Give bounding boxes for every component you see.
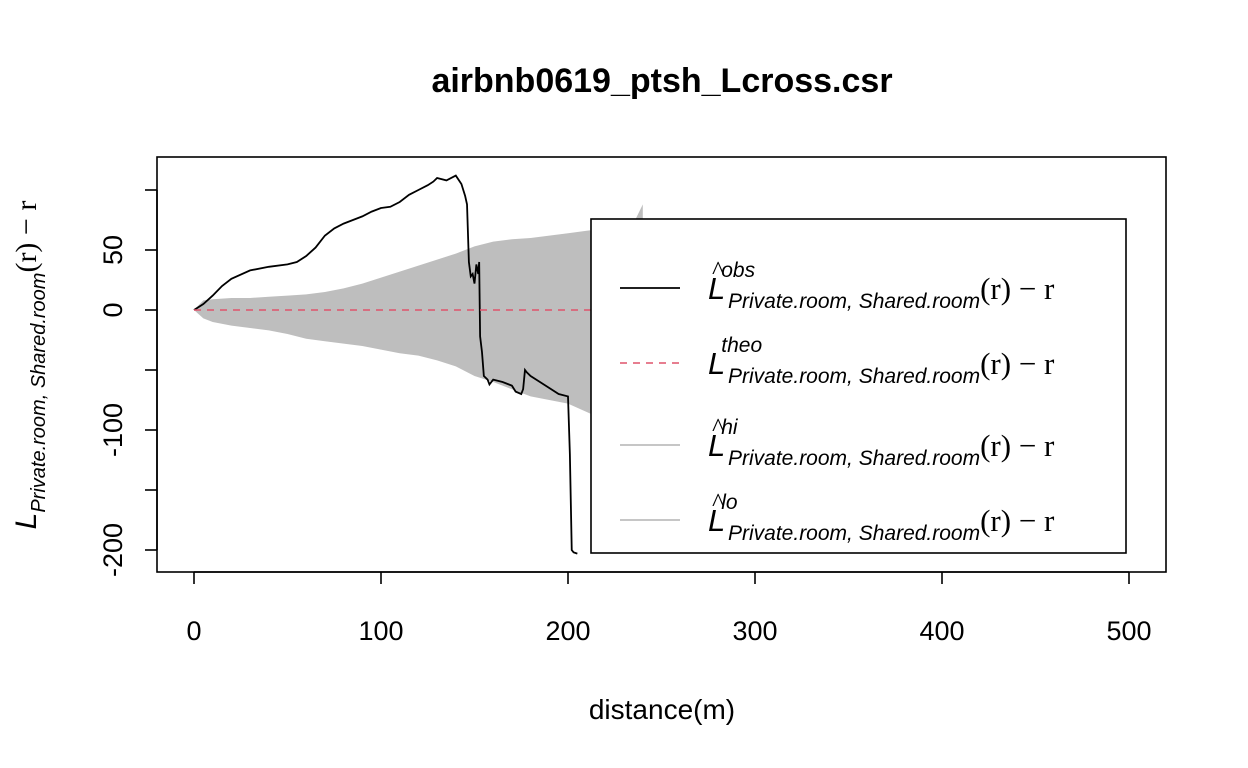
x-tick-label: 400 (919, 616, 964, 646)
y-tick-label: 50 (98, 235, 128, 265)
y-axis-label-subscript: Private.room, Shared.room (28, 273, 50, 513)
legend-item-lo: Llo Private.room, Shared.room(r) − r^ (620, 488, 1055, 545)
x-tick-label: 300 (732, 616, 777, 646)
y-tick-label: -100 (98, 403, 128, 457)
y-axis-label-symbol: L (10, 513, 43, 530)
legend-hat-obs: ^ (712, 256, 724, 285)
svg-text:LPrivate.room, Shared.room(r): LPrivate.room, Shared.room(r) − r (10, 201, 50, 530)
x-tick-label: 100 (358, 616, 403, 646)
legend-item-obs: Lobs Private.room, Shared.room(r) − r^ (620, 256, 1055, 313)
x-axis-label: distance(m) (589, 694, 735, 725)
x-axis: 0 100 200 300 400 500 (186, 571, 1152, 646)
legend-label-hi: Lhi Private.room, Shared.room(r) − r (708, 416, 1055, 470)
legend: Lobs Private.room, Shared.room(r) − r^Lth… (590, 218, 1127, 554)
legend-hat-lo: ^ (712, 488, 724, 517)
y-axis-label: LPrivate.room, Shared.room(r) − r (10, 201, 50, 530)
envelope-band (194, 204, 643, 496)
legend-label-obs: Lobs Private.room, Shared.room(r) − r (708, 259, 1055, 313)
legend-item-theo: Ltheo Private.room, Shared.room(r) − r (620, 334, 1055, 388)
chart-title: airbnb0619_ptsh_Lcross.csr (431, 62, 892, 100)
legend-label-theo: Ltheo Private.room, Shared.room(r) − r (708, 334, 1055, 388)
legend-item-hi: Lhi Private.room, Shared.room(r) − r^ (620, 413, 1055, 470)
legend-hat-hi: ^ (712, 413, 724, 442)
y-axis: -200 -100 0 50 (98, 189, 158, 577)
y-axis-label-suffix: (r) − r (10, 201, 43, 273)
y-tick-label: -200 (98, 523, 128, 577)
y-tick-label: 0 (98, 302, 128, 317)
x-tick-label: 500 (1106, 616, 1151, 646)
x-tick-label: 200 (545, 616, 590, 646)
series-obs-line (193, 174, 578, 555)
legend-label-lo: Llo Private.room, Shared.room(r) − r (708, 491, 1055, 545)
x-tick-label: 0 (186, 616, 201, 646)
legend-box (590, 218, 1127, 554)
